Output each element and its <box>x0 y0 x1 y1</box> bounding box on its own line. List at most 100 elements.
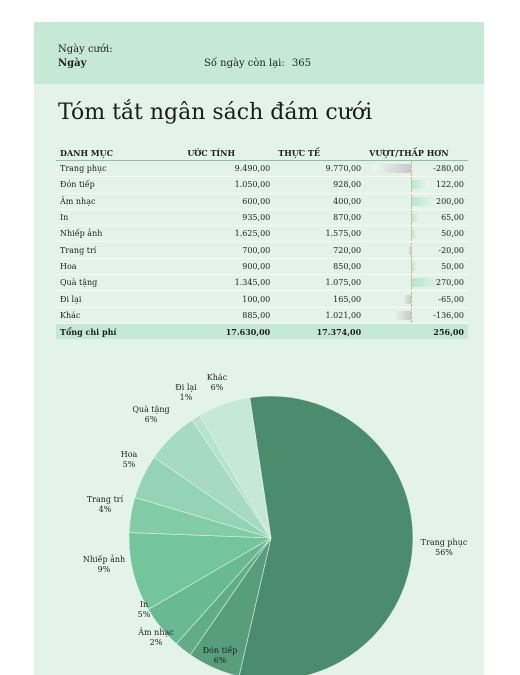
actual-cell[interactable]: 928,00 <box>274 176 366 194</box>
category-cell[interactable]: Đi lại <box>56 290 184 308</box>
pie-slice-label: Hoa <box>121 450 138 459</box>
databar-axis <box>411 161 413 177</box>
category-cell[interactable]: Khác <box>56 307 184 324</box>
pie-slice[interactable] <box>128 532 273 610</box>
estimate-cell[interactable]: 600,00 <box>183 193 275 210</box>
pie-slice-percent: 9% <box>98 565 111 574</box>
pie-slice-percent: 1% <box>180 393 193 402</box>
column-header-category[interactable]: DANH MỤC <box>56 146 184 161</box>
category-cell[interactable]: Trang phục <box>56 160 184 178</box>
column-header-actual[interactable]: THỰC TẾ <box>274 146 366 161</box>
estimate-cell[interactable]: 900,00 <box>183 258 275 276</box>
difference-cell[interactable]: 200,00 <box>365 193 468 210</box>
pie-slice-label: Âm nhạc <box>137 628 174 637</box>
databar-axis <box>411 193 413 209</box>
table-row[interactable]: Trang phục 9.490,00 9.770,00 -280,00 <box>56 160 468 178</box>
databar-axis <box>411 291 413 307</box>
estimate-cell[interactable]: 1.345,00 <box>183 274 275 292</box>
difference-value: 50,00 <box>441 261 464 271</box>
category-cell[interactable]: Đón tiếp <box>56 176 184 194</box>
category-cell[interactable]: Nhiếp ảnh <box>56 225 184 243</box>
difference-value: 50,00 <box>441 229 464 239</box>
difference-cell[interactable]: -136,00 <box>365 307 468 324</box>
category-cell[interactable]: Trang trí <box>56 241 184 259</box>
difference-cell[interactable]: 65,00 <box>365 209 468 227</box>
pie-slice-label: Quà tặng <box>132 405 169 414</box>
difference-cell[interactable]: 50,00 <box>365 258 468 276</box>
pie-slice-percent: 2% <box>150 638 163 647</box>
estimate-cell[interactable]: 9.490,00 <box>183 160 275 178</box>
table-row[interactable]: Khác 885,00 1.021,00 -136,00 <box>56 307 468 324</box>
databar-axis <box>411 258 413 274</box>
table-row[interactable]: Trang trí 700,00 720,00 -20,00 <box>56 241 468 259</box>
difference-value: 270,00 <box>436 278 464 288</box>
category-cell[interactable]: Hoa <box>56 258 184 276</box>
difference-databar <box>411 180 428 190</box>
header-band: Ngày cưới: Ngày Số ngày còn lại: 365 <box>34 22 484 84</box>
budget-summary-page: Ngày cưới: Ngày Số ngày còn lại: 365 Tóm… <box>34 22 484 675</box>
table-row[interactable]: Đón tiếp 1.050,00 928,00 122,00 <box>56 176 468 194</box>
table-row[interactable]: Âm nhạc 600,00 400,00 200,00 <box>56 193 468 210</box>
difference-cell[interactable]: 122,00 <box>365 176 468 194</box>
table-row[interactable]: Hoa 900,00 850,00 50,00 <box>56 258 468 276</box>
estimate-cell[interactable]: 885,00 <box>183 307 275 324</box>
actual-cell[interactable]: 1.021,00 <box>274 307 366 324</box>
estimate-cell[interactable]: 935,00 <box>183 209 275 227</box>
page-title: Tóm tắt ngân sách đám cưới <box>58 100 373 125</box>
actual-cell[interactable]: 9.770,00 <box>274 160 366 178</box>
wedding-date-value[interactable]: Ngày <box>58 58 87 69</box>
difference-databar <box>411 278 448 288</box>
difference-value: 122,00 <box>436 180 464 190</box>
databar-axis <box>411 210 413 226</box>
table-header-row: DANH MỤC ƯỚC TÍNH THỰC TẾ VƯỢT/THẤP HƠN <box>56 146 468 161</box>
actual-cell[interactable]: 1.075,00 <box>274 274 366 292</box>
difference-cell[interactable]: -20,00 <box>365 241 468 259</box>
total-difference: 256,00 <box>365 323 468 340</box>
difference-cell[interactable]: -280,00 <box>365 160 468 178</box>
actual-cell[interactable]: 870,00 <box>274 209 366 227</box>
difference-cell[interactable]: 270,00 <box>365 274 468 292</box>
databar-axis <box>411 275 413 291</box>
pie-slice-percent: 5% <box>138 610 151 619</box>
pie-slice[interactable] <box>199 397 272 539</box>
difference-databar <box>411 261 418 271</box>
table-row[interactable]: Quà tặng 1.345,00 1.075,00 270,00 <box>56 274 468 292</box>
estimate-cell[interactable]: 100,00 <box>183 290 275 308</box>
difference-cell[interactable]: -65,00 <box>365 290 468 308</box>
difference-databar <box>411 196 439 206</box>
budget-table: DANH MỤC ƯỚC TÍNH THỰC TẾ VƯỢT/THẤP HƠN … <box>56 146 468 340</box>
estimate-cell[interactable]: 1.050,00 <box>183 176 275 194</box>
estimate-cell[interactable]: 700,00 <box>183 241 275 259</box>
actual-cell[interactable]: 165,00 <box>274 290 366 308</box>
actual-cell[interactable]: 1.575,00 <box>274 225 366 243</box>
wedding-date-label: Ngày cưới: <box>58 44 113 55</box>
category-cell[interactable]: In <box>56 209 184 227</box>
table-row[interactable]: Nhiếp ảnh 1.625,00 1.575,00 50,00 <box>56 225 468 243</box>
pie-slice-label: Khác <box>207 373 228 382</box>
pie-slice-percent: 6% <box>214 656 227 665</box>
difference-databar <box>402 294 412 304</box>
table-row[interactable]: Đi lại 100,00 165,00 -65,00 <box>56 290 468 308</box>
difference-databar <box>408 245 412 255</box>
difference-value: 200,00 <box>436 196 464 206</box>
table-row[interactable]: In 935,00 870,00 65,00 <box>56 209 468 227</box>
difference-cell[interactable]: 50,00 <box>365 225 468 243</box>
pie-slice-label: Nhiếp ảnh <box>83 555 125 564</box>
pie-slice-label: Trang trí <box>87 495 124 504</box>
pie-slice-percent: 5% <box>123 460 136 469</box>
pie-slice-percent: 56% <box>435 548 453 557</box>
actual-cell[interactable]: 850,00 <box>274 258 366 276</box>
databar-axis <box>411 242 413 258</box>
pie-slice-label: Trang phục <box>421 538 468 547</box>
column-header-estimate[interactable]: ƯỚC TÍNH <box>183 146 275 161</box>
days-remaining: Số ngày còn lại: 365 <box>204 58 315 69</box>
category-cell[interactable]: Âm nhạc <box>56 193 184 210</box>
estimate-cell[interactable]: 1.625,00 <box>183 225 275 243</box>
column-header-difference[interactable]: VƯỢT/THẤP HƠN <box>365 146 468 161</box>
total-row: Tổng chi phí 17.630,00 17.374,00 256,00 <box>56 323 468 340</box>
pie-slice-percent: 6% <box>211 383 224 392</box>
actual-cell[interactable]: 400,00 <box>274 193 366 210</box>
days-remaining-value: 365 <box>291 58 312 69</box>
category-cell[interactable]: Quà tặng <box>56 274 184 292</box>
actual-cell[interactable]: 720,00 <box>274 241 366 259</box>
